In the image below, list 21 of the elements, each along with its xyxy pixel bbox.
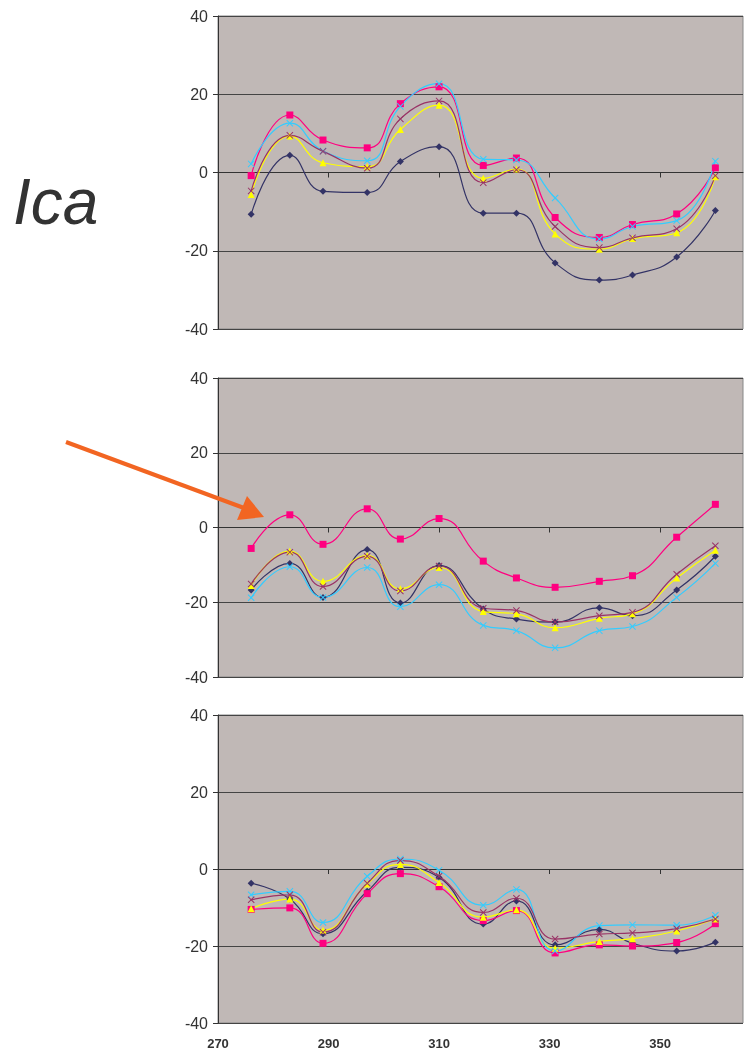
y-tick-label: 20 (190, 85, 209, 103)
y-tick-label: 40 (190, 706, 209, 724)
y-tick-label: 0 (199, 519, 209, 536)
y-tick-label: -40 (184, 1014, 209, 1032)
x-tick-label: 270 (207, 1036, 229, 1051)
y-tick-label: 40 (190, 369, 209, 387)
x-tick-label: 310 (428, 1036, 450, 1051)
y-tick-label: 20 (190, 444, 209, 462)
text: Ica (13, 166, 99, 238)
y-tick-label: 0 (199, 164, 209, 181)
y-tick-label: -40 (184, 668, 209, 686)
y-tick-label: -20 (184, 242, 209, 260)
y-tick-label: 40 (190, 7, 209, 25)
y-tick-label: 20 (190, 783, 209, 801)
x-tick-label: 330 (538, 1036, 561, 1051)
y-tick-label: -40 (184, 320, 209, 338)
y-tick-label: 0 (199, 860, 209, 878)
y-tick-label: -20 (184, 937, 209, 955)
y-tick-label: -20 (184, 593, 209, 611)
x-tick-label: 290 (317, 1036, 340, 1051)
x-tick-label: 350 (649, 1036, 671, 1051)
